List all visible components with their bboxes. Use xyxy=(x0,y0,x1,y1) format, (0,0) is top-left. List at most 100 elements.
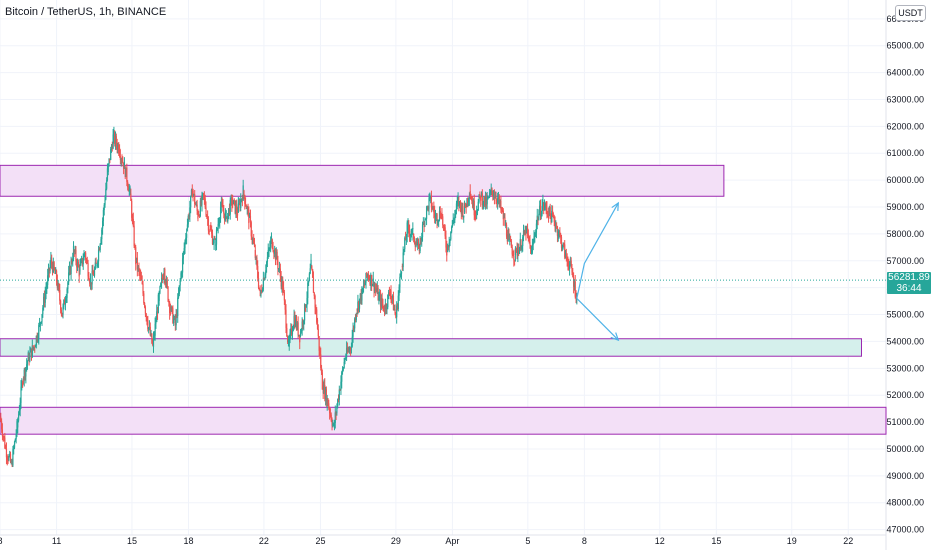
candle-body xyxy=(490,188,492,192)
time-tick-label: 15 xyxy=(711,536,721,546)
candle-body xyxy=(259,289,261,292)
candle-body xyxy=(48,268,50,271)
candle-body xyxy=(62,306,64,315)
candle-body xyxy=(320,354,322,368)
candle-body xyxy=(460,205,462,214)
candle-body xyxy=(443,226,445,228)
candle-body xyxy=(263,278,265,280)
candle-body xyxy=(366,272,368,277)
candle-body xyxy=(412,227,414,230)
candle-body xyxy=(2,436,4,437)
candle-body xyxy=(336,406,338,414)
candle-body xyxy=(422,223,424,225)
candle-body xyxy=(14,438,16,442)
candle-body xyxy=(170,306,172,312)
candle-body xyxy=(117,145,119,150)
candle-body xyxy=(537,217,539,220)
candle-body xyxy=(476,212,478,214)
time-tick-label: 15 xyxy=(127,536,137,546)
candle-body xyxy=(142,283,144,294)
candle-body xyxy=(455,210,457,214)
candle-body xyxy=(506,236,508,242)
candle-body xyxy=(106,180,108,189)
candle-body xyxy=(541,206,543,215)
candle-body xyxy=(371,274,373,286)
candle-body xyxy=(547,213,550,219)
candle-body xyxy=(68,272,70,283)
candle-body xyxy=(186,224,189,229)
candle-body xyxy=(164,268,166,281)
candle-body xyxy=(514,259,516,261)
candle-body xyxy=(59,300,62,311)
candle-body xyxy=(543,206,546,208)
currency-badge[interactable]: USDT xyxy=(895,5,926,21)
candle-body xyxy=(274,249,276,254)
candle-body xyxy=(527,234,529,237)
candle-body xyxy=(7,458,9,461)
candle-body xyxy=(315,307,317,310)
candle-body xyxy=(261,289,264,292)
candle-body xyxy=(160,283,162,287)
candle-body xyxy=(238,202,240,204)
candle-body xyxy=(449,239,451,243)
candle-body xyxy=(331,420,333,426)
candle-body xyxy=(245,205,248,209)
candle-body xyxy=(463,203,466,213)
candle-body xyxy=(325,389,327,405)
candle-body xyxy=(377,287,379,301)
candle-body xyxy=(411,229,413,235)
candle-body xyxy=(1,429,4,437)
candle-body xyxy=(277,260,279,269)
candle-body xyxy=(213,239,215,244)
candle-body xyxy=(183,248,185,253)
candle-body xyxy=(357,301,359,311)
candle-body xyxy=(390,290,392,297)
candle-body xyxy=(256,257,258,267)
candle-body xyxy=(324,384,326,399)
candle-body xyxy=(314,295,316,308)
candle-body xyxy=(161,278,163,279)
bearish-scenario-arrow xyxy=(576,297,619,341)
candle-body xyxy=(19,402,21,411)
time-tick-label: 25 xyxy=(315,536,325,546)
candle-body xyxy=(228,208,230,214)
candle-body xyxy=(567,259,569,266)
candle-body xyxy=(413,239,416,243)
candle-body xyxy=(570,260,572,265)
candle-body xyxy=(362,285,365,289)
candle-body xyxy=(504,217,506,226)
candle-body xyxy=(280,276,282,287)
candle-body xyxy=(341,372,343,382)
candle-body xyxy=(270,240,272,248)
price-tick-label: 55000.00 xyxy=(886,310,924,320)
candle-body xyxy=(525,229,527,237)
candle-body xyxy=(560,237,563,248)
candle-body xyxy=(110,149,112,160)
candle-body xyxy=(270,235,273,241)
candle-body xyxy=(162,278,164,280)
candle-body xyxy=(308,273,311,281)
candle-body xyxy=(163,273,165,279)
candle-body xyxy=(542,200,544,207)
candle-body xyxy=(219,218,221,223)
candle-body xyxy=(380,298,382,307)
candle-body xyxy=(318,336,320,351)
candle-body xyxy=(396,305,398,318)
candle-body xyxy=(434,212,436,218)
candle-body xyxy=(339,389,341,391)
candle-body xyxy=(206,215,208,217)
price-tick-label: 52000.00 xyxy=(886,390,924,400)
candle-body xyxy=(345,357,347,359)
candle-body xyxy=(39,322,41,326)
candle-body xyxy=(415,244,417,247)
candle-body xyxy=(20,386,22,403)
last-price-value: 56281.89 xyxy=(888,272,930,283)
candle-body xyxy=(53,262,55,270)
candle-body xyxy=(431,207,433,209)
candle-body xyxy=(375,287,377,290)
candle-body xyxy=(282,287,285,293)
candle-body xyxy=(508,234,510,236)
candle-body xyxy=(366,274,369,277)
